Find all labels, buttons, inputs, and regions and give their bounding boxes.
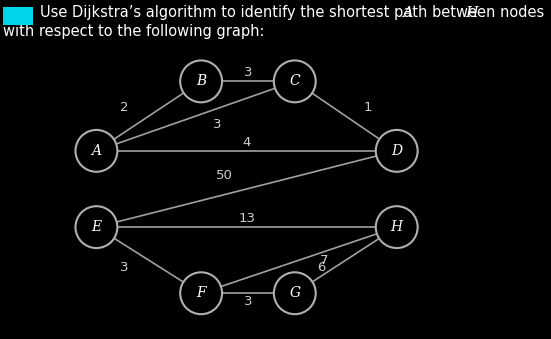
Text: 3: 3 xyxy=(120,261,128,274)
Ellipse shape xyxy=(274,272,316,314)
Text: 1: 1 xyxy=(364,101,372,114)
Text: C: C xyxy=(289,74,300,88)
Text: H: H xyxy=(391,220,403,234)
Text: E: E xyxy=(91,220,101,234)
Text: 4: 4 xyxy=(242,136,251,149)
Ellipse shape xyxy=(376,130,418,172)
Ellipse shape xyxy=(274,60,316,102)
Ellipse shape xyxy=(75,206,117,248)
Text: 2: 2 xyxy=(120,101,128,114)
Text: 13: 13 xyxy=(238,212,255,225)
Text: A: A xyxy=(91,144,101,158)
Text: G: G xyxy=(289,286,300,300)
Text: 7: 7 xyxy=(320,254,328,267)
Text: B: B xyxy=(196,74,206,88)
Text: 6: 6 xyxy=(317,261,325,274)
Ellipse shape xyxy=(180,60,222,102)
Text: 3: 3 xyxy=(244,66,252,79)
Text: H: H xyxy=(466,5,478,20)
Text: D: D xyxy=(391,144,402,158)
Text: Use Dijkstra’s algorithm to identify the shortest path between nodes          an: Use Dijkstra’s algorithm to identify the… xyxy=(40,5,551,20)
Text: 3: 3 xyxy=(213,118,222,131)
Ellipse shape xyxy=(376,206,418,248)
Text: F: F xyxy=(196,286,206,300)
Text: A: A xyxy=(402,5,413,20)
Text: 3: 3 xyxy=(244,295,252,308)
Text: with respect to the following graph:: with respect to the following graph: xyxy=(3,24,264,39)
FancyBboxPatch shape xyxy=(3,7,33,25)
Ellipse shape xyxy=(75,130,117,172)
Text: 50: 50 xyxy=(216,169,233,182)
Ellipse shape xyxy=(180,272,222,314)
